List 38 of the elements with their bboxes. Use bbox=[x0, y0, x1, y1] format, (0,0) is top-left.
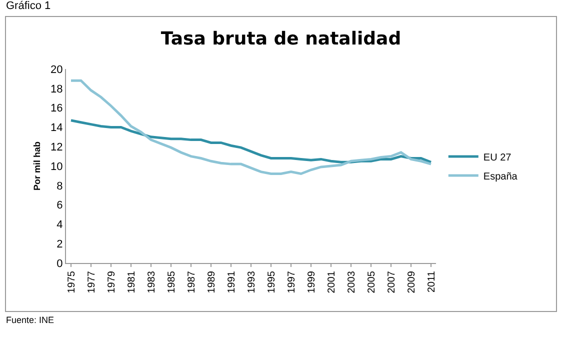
x-tick-label: 1995 bbox=[266, 270, 278, 294]
source-note: Fuente: INE bbox=[6, 315, 54, 325]
x-tick-label: 2001 bbox=[326, 270, 338, 294]
legend-label: España bbox=[483, 171, 518, 182]
text: Gráfico 1 bbox=[6, 0, 51, 12]
x-tick-label: 1983 bbox=[146, 270, 158, 294]
x-tick-label: 1981 bbox=[126, 270, 138, 294]
y-tick-label: 6 bbox=[56, 200, 63, 212]
line-series bbox=[70, 119, 432, 164]
y-tick-label: 8 bbox=[56, 180, 63, 192]
x-tick-label: 1997 bbox=[286, 270, 298, 294]
y-tick-label: 12 bbox=[50, 141, 63, 154]
x-tick-label: 1987 bbox=[186, 270, 198, 294]
chart-title: Tasa bruta de natalidad bbox=[160, 28, 402, 50]
legend-label: EU 27 bbox=[483, 152, 512, 164]
y-tick-label: 14 bbox=[50, 122, 63, 134]
y-tick-label: 2 bbox=[56, 238, 63, 250]
x-tick-label: 2007 bbox=[386, 270, 398, 294]
y-tick-label: 0 bbox=[56, 258, 63, 270]
x-tick-label: 2009 bbox=[406, 270, 418, 294]
x-tick-label: 1999 bbox=[306, 270, 318, 294]
x-tick-label: 1993 bbox=[246, 270, 258, 294]
x-tick-label: 2003 bbox=[346, 270, 358, 294]
y-tick-label: 16 bbox=[50, 102, 63, 115]
x-tick-label: 1985 bbox=[166, 270, 178, 294]
x-tick-label: 1989 bbox=[206, 270, 218, 294]
line-series bbox=[70, 79, 432, 176]
x-tick-label: 1991 bbox=[226, 270, 238, 294]
y-tick-label: 4 bbox=[56, 219, 63, 232]
x-tick-label: 1979 bbox=[106, 270, 118, 294]
y-axis-title: Por mil hab bbox=[32, 141, 42, 191]
y-tick-label: 18 bbox=[50, 83, 63, 96]
x-tick-label: 2005 bbox=[366, 270, 378, 294]
x-tick-label: 1975 bbox=[66, 270, 78, 294]
x-tick-label: 1977 bbox=[86, 270, 98, 294]
x-tick-label: 2011 bbox=[426, 270, 438, 293]
y-tick-label: 10 bbox=[50, 160, 63, 173]
y-tick-label: 20 bbox=[50, 64, 63, 76]
